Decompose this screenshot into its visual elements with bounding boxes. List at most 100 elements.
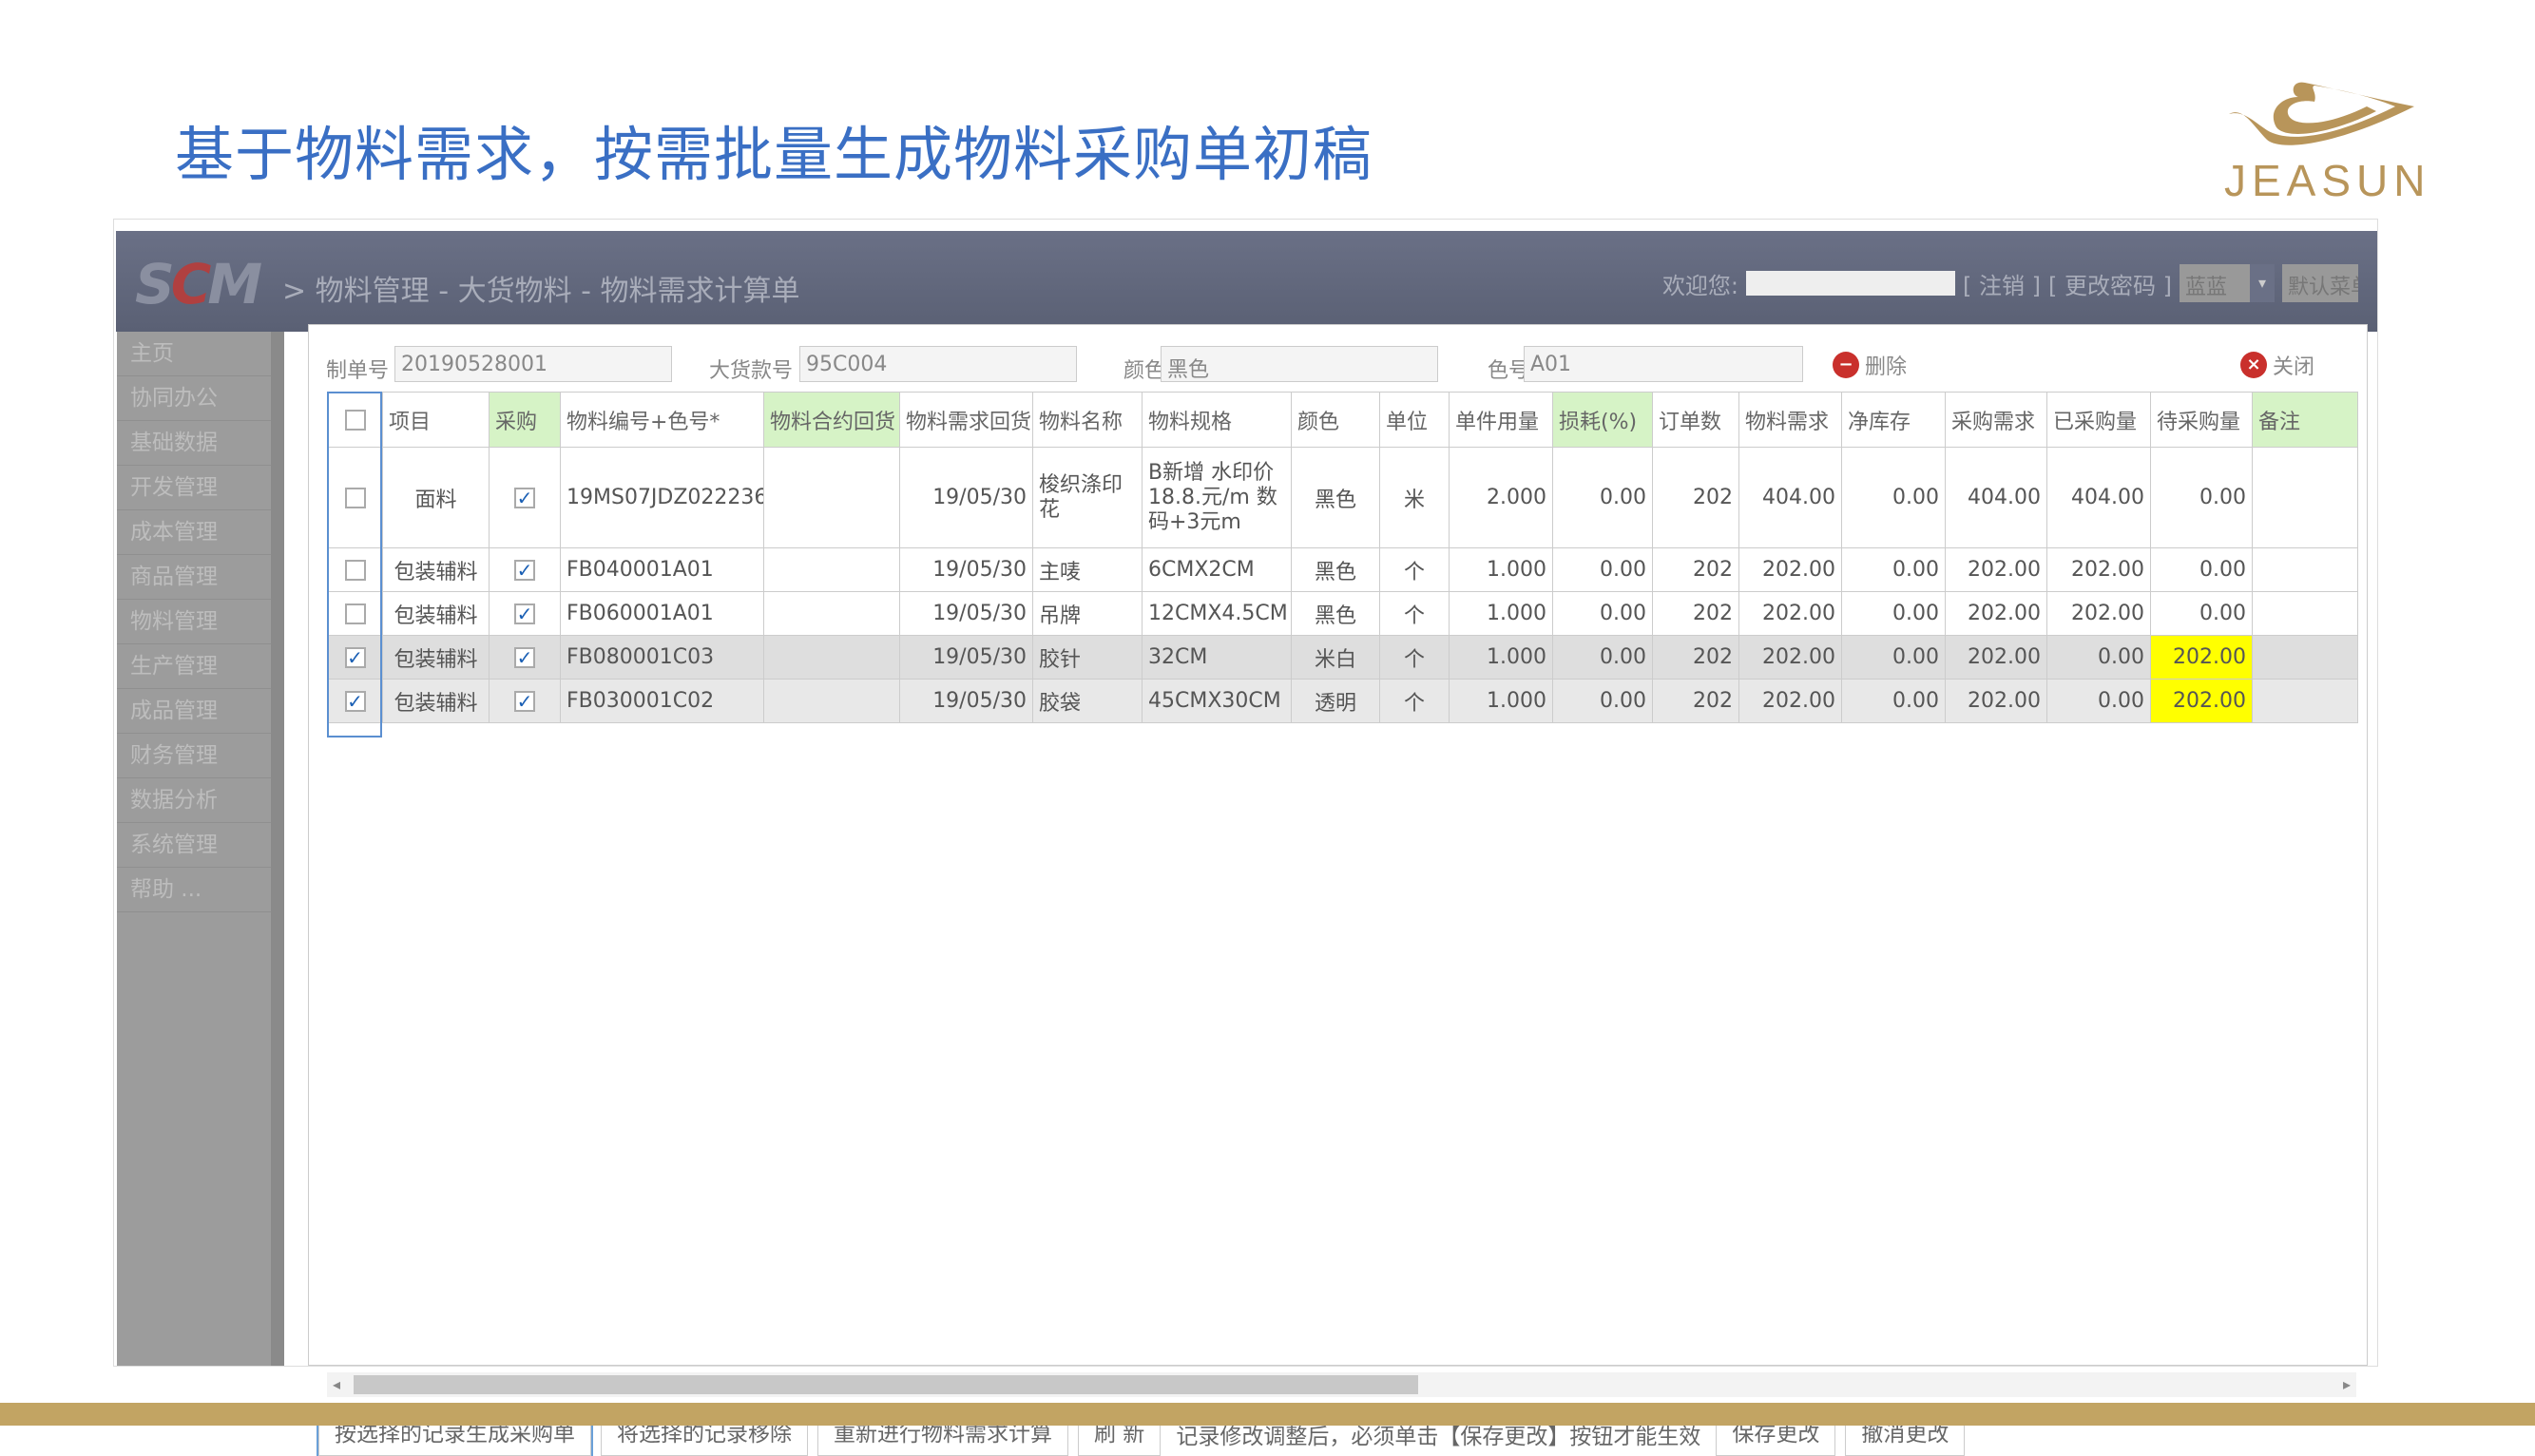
column-header[interactable]: 订单数 [1652,392,1739,448]
logout-link[interactable]: [ 注销 ] [1963,272,2042,299]
sidebar-item[interactable]: 协同办公 [117,376,271,421]
table-row[interactable]: ✓ 包装辅料 ✓ FB080001C03 19/05/30 胶针 32CM 米白个 1.000 0… [327,635,2358,680]
unit-cell: 个 [1379,591,1450,636]
select-cell[interactable] [327,591,383,636]
item-cell[interactable]: 包装辅料 [382,679,490,723]
color-code-field[interactable]: A01 [1524,346,1803,382]
theme-select[interactable]: 蓝蓝 ▾ [2180,264,2275,302]
change-password-link[interactable]: [ 更改密码 ] [2048,272,2172,299]
pending-cell: 202.00 [2150,635,2253,680]
sidebar-item[interactable]: 基础数据 [117,421,271,466]
sidebar-item[interactable]: 成本管理 [117,510,271,555]
style-no-label: 大货款号 [709,359,794,383]
sidebar-item[interactable]: 财务管理 [117,734,271,778]
column-header[interactable]: 物料名称 [1032,392,1143,448]
select-cell[interactable] [327,447,383,548]
column-header[interactable]: 单件用量 [1449,392,1553,448]
purchase-checkbox[interactable]: ✓ [514,691,535,712]
color-cell: 黑色 [1291,547,1380,592]
loss-cell: 0.00 [1552,679,1653,723]
chevron-down-icon: ▾ [2250,264,2275,302]
column-header[interactable]: 物料合约回货 [763,392,900,448]
column-header[interactable]: 净库存 [1841,392,1946,448]
purchase-demand-cell: 202.00 [1945,591,2047,636]
purchase-cell[interactable]: ✓ [489,679,561,723]
item-cell[interactable]: 包装辅料 [382,547,490,592]
purchase-checkbox[interactable]: ✓ [514,603,535,624]
purchase-cell[interactable]: ✓ [489,635,561,680]
table-row[interactable]: 包装辅料 ✓ FB040001A01 19/05/30 主唛 6CMX2CM 黑色个 1.00… [327,547,2358,592]
purchase-cell[interactable]: ✓ [489,447,561,548]
column-header[interactable]: 备注 [2252,392,2358,448]
column-header[interactable]: 物料需求回货 [899,392,1033,448]
select-cell[interactable]: ✓ [327,679,383,723]
delete-button[interactable]: − 删除 [1833,350,1907,380]
row-select-checkbox[interactable] [344,560,366,581]
scrollbar-thumb[interactable] [354,1375,1418,1394]
sidebar-item[interactable]: 开发管理 [117,466,271,510]
row-select-checkbox[interactable]: ✓ [344,647,366,668]
item-cell[interactable]: 包装辅料 [382,635,490,680]
demand-date-cell: 19/05/30 [899,547,1033,592]
row-select-checkbox[interactable]: ✓ [344,691,366,712]
table-row[interactable]: ✓ 包装辅料 ✓ FB030001C02 19/05/30 胶袋 45CMX30CM 透明个 1… [327,679,2358,723]
contract-date-cell [763,679,900,723]
purchased-cell: 0.00 [2046,635,2151,680]
order-qty-cell: 202 [1652,547,1739,592]
color-field[interactable]: 黑色 [1161,346,1438,382]
pending-cell: 0.00 [2150,591,2253,636]
column-header[interactable]: 颜色 [1291,392,1380,448]
close-button[interactable]: × 关闭 [2240,350,2314,380]
purchase-cell[interactable]: ✓ [489,591,561,636]
order-qty-cell: 202 [1652,447,1739,548]
select-cell[interactable] [327,547,383,592]
column-header[interactable]: 采购 [489,392,561,448]
table-row[interactable]: 面料 ✓ 19MS07JDZ022236A 19/05/30 梭织涤印花 B新增 水印价1… [327,447,2358,548]
sidebar-item[interactable]: 系统管理 [117,823,271,868]
column-header[interactable]: 采购需求 [1945,392,2047,448]
default-menu-button[interactable]: 默认菜单 [2282,264,2358,302]
stock-cell: 0.00 [1841,591,1946,636]
stock-cell: 0.00 [1841,635,1946,680]
sidebar-item[interactable]: 主页 [117,332,271,376]
order-no-label: 制单号 [326,359,390,383]
sidebar-item[interactable]: 商品管理 [117,555,271,600]
column-header[interactable]: 已采购量 [2046,392,2151,448]
pending-cell: 202.00 [2150,679,2253,723]
sidebar-item[interactable]: 生产管理 [117,644,271,689]
style-no-field[interactable]: 95C004 [799,346,1077,382]
column-header[interactable]: 单位 [1379,392,1450,448]
select-all-checkbox[interactable] [344,410,366,431]
stock-cell: 0.00 [1841,679,1946,723]
column-header[interactable]: 物料编号+色号* [560,392,764,448]
demand-cell: 202.00 [1738,591,1842,636]
column-header[interactable]: 物料规格 [1142,392,1292,448]
purchase-checkbox[interactable]: ✓ [514,560,535,581]
welcome-label: 欢迎您: [1661,272,1739,299]
column-header[interactable]: 待采购量 [2150,392,2253,448]
table-row[interactable]: 包装辅料 ✓ FB060001A01 19/05/30 吊牌 12CMX4.5CM 黑色个 1… [327,591,2358,636]
sidebar-item[interactable]: 帮助 ... [117,868,271,912]
sidebar-item[interactable]: 数据分析 [117,778,271,823]
row-select-checkbox[interactable] [344,603,366,624]
horizontal-scrollbar[interactable]: ◂ ▸ [327,1372,2356,1397]
column-header[interactable]: 损耗(%) [1552,392,1653,448]
sidebar-item[interactable]: 成品管理 [117,689,271,734]
item-cell[interactable]: 包装辅料 [382,591,490,636]
purchase-cell[interactable]: ✓ [489,547,561,592]
qty-per-cell: 1.000 [1449,591,1553,636]
purchase-checkbox[interactable]: ✓ [514,647,535,668]
select-cell[interactable]: ✓ [327,635,383,680]
row-select-checkbox[interactable] [344,488,366,508]
purchase-checkbox[interactable]: ✓ [514,488,535,508]
contract-date-cell [763,547,900,592]
order-no-field[interactable]: 20190528001 [394,346,672,382]
scroll-left-icon[interactable]: ◂ [333,1375,341,1393]
select-all-header[interactable] [327,392,383,448]
scroll-right-icon[interactable]: ▸ [2342,1375,2351,1393]
column-header[interactable]: 物料需求 [1738,392,1842,448]
qty-per-cell: 1.000 [1449,679,1553,723]
column-header[interactable]: 项目 [382,392,490,448]
item-cell[interactable]: 面料 [382,447,490,548]
sidebar-item[interactable]: 物料管理 [117,600,271,644]
